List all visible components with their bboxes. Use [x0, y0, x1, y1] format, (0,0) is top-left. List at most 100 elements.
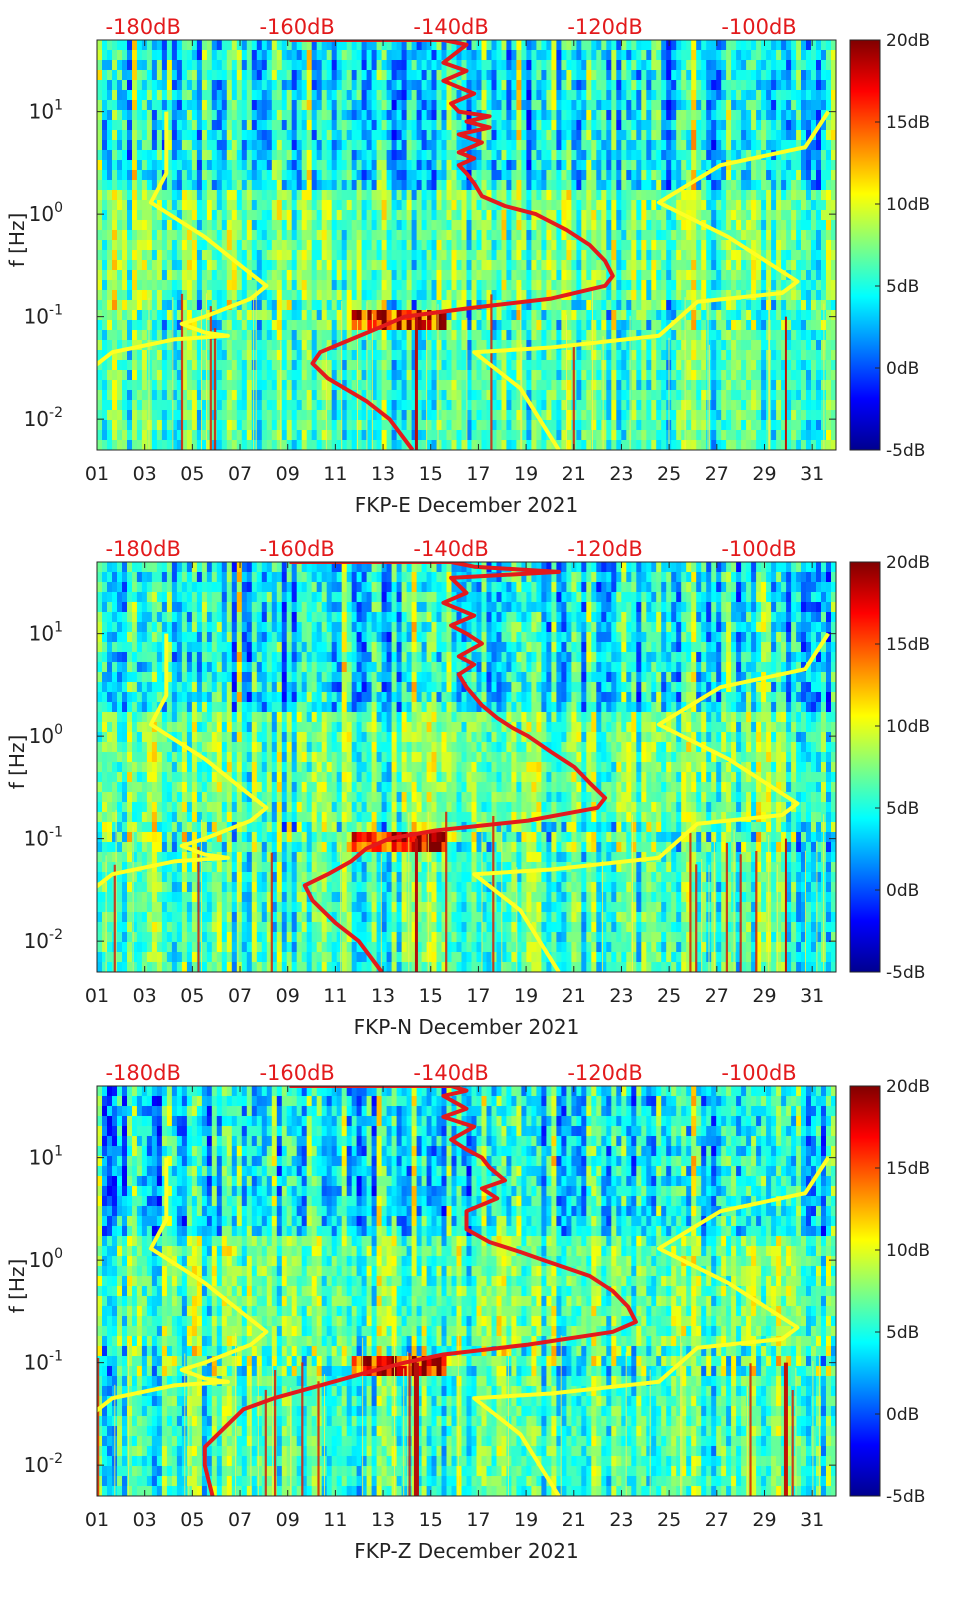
y-axis-label: f [Hz]	[5, 1259, 29, 1314]
x-tick-label: 07	[228, 985, 252, 1007]
x-tick-label: 25	[657, 1509, 681, 1531]
top-db-label: -180dB	[105, 15, 180, 39]
x-axis-label: FKP-N December 2021	[354, 1015, 580, 1039]
x-tick-label: 13	[371, 1509, 395, 1531]
y-tick-label: 10-1	[24, 1349, 63, 1375]
top-db-label: -180dB	[105, 1061, 180, 1085]
x-tick-label: 07	[228, 463, 252, 485]
colorbar-label: -5dB	[886, 963, 925, 983]
top-db-label: -160dB	[259, 15, 334, 39]
y-tick-label: 101	[29, 1144, 63, 1170]
x-tick-label: 11	[323, 463, 347, 485]
top-db-label: -140dB	[413, 537, 488, 561]
x-tick-label: 31	[800, 463, 824, 485]
top-db-label: -160dB	[259, 537, 334, 561]
colorbar-label: 5dB	[886, 799, 919, 819]
y-axis-label: f [Hz]	[5, 213, 29, 268]
y-tick-label: 100	[29, 200, 63, 226]
colorbar-label: 20dB	[886, 31, 930, 51]
x-tick-label: 03	[133, 463, 157, 485]
x-tick-label: 01	[85, 1509, 109, 1531]
x-tick-label: 27	[705, 463, 729, 485]
colorbar-label: 10dB	[886, 1241, 930, 1261]
colorbar-label: 15dB	[886, 1159, 930, 1179]
x-tick-label: 27	[705, 1509, 729, 1531]
x-tick-label: 09	[276, 985, 300, 1007]
top-db-label: -100dB	[721, 1061, 796, 1085]
colorbar-label: 15dB	[886, 635, 930, 655]
x-tick-label: 23	[609, 1509, 633, 1531]
top-db-label: -120dB	[567, 1061, 642, 1085]
top-db-label: -100dB	[721, 15, 796, 39]
x-tick-label: 19	[514, 985, 538, 1007]
x-tick-label: 17	[466, 1509, 490, 1531]
x-tick-label: 21	[562, 463, 586, 485]
y-tick-label: 100	[29, 722, 63, 748]
x-tick-label: 11	[323, 1509, 347, 1531]
top-db-label: -140dB	[413, 15, 488, 39]
y-tick-label: 10-2	[24, 1451, 63, 1477]
colorbar-label: 10dB	[886, 195, 930, 215]
x-tick-label: 09	[276, 1509, 300, 1531]
x-axis-label: FKP-Z December 2021	[354, 1539, 578, 1563]
colorbar-label: 5dB	[886, 277, 919, 297]
y-tick-label: 10-1	[24, 303, 63, 329]
x-tick-label: 13	[371, 985, 395, 1007]
x-tick-label: 17	[466, 985, 490, 1007]
x-tick-label: 31	[800, 985, 824, 1007]
top-db-label: -120dB	[567, 537, 642, 561]
x-tick-label: 21	[562, 985, 586, 1007]
y-tick-label: 101	[29, 98, 63, 124]
y-tick-label: 10-2	[24, 405, 63, 431]
x-tick-label: 19	[514, 1509, 538, 1531]
colorbar-label: 20dB	[886, 1077, 930, 1097]
spectrogram	[97, 562, 837, 973]
colorbar	[850, 562, 880, 972]
top-db-label: -180dB	[105, 537, 180, 561]
x-tick-label: 07	[228, 1509, 252, 1531]
x-tick-label: 29	[752, 985, 776, 1007]
spectrogram	[97, 40, 837, 451]
x-tick-label: 15	[419, 985, 443, 1007]
x-tick-label: 05	[180, 1509, 204, 1531]
top-db-label: -100dB	[721, 537, 796, 561]
x-tick-label: 13	[371, 463, 395, 485]
colorbar	[850, 40, 880, 450]
x-tick-label: 31	[800, 1509, 824, 1531]
x-tick-label: 25	[657, 463, 681, 485]
x-tick-label: 03	[133, 985, 157, 1007]
y-tick-label: 10-2	[24, 927, 63, 953]
x-tick-label: 01	[85, 463, 109, 485]
x-tick-label: 11	[323, 985, 347, 1007]
x-tick-label: 29	[752, 1509, 776, 1531]
colorbar	[850, 1086, 880, 1496]
top-db-label: -140dB	[413, 1061, 488, 1085]
y-axis-label: f [Hz]	[5, 735, 29, 790]
colorbar-label: -5dB	[886, 441, 925, 461]
x-tick-label: 17	[466, 463, 490, 485]
x-tick-label: 09	[276, 463, 300, 485]
x-tick-label: 27	[705, 985, 729, 1007]
colorbar-label: 20dB	[886, 553, 930, 573]
x-tick-label: 01	[85, 985, 109, 1007]
x-tick-label: 23	[609, 985, 633, 1007]
colorbar-label: 5dB	[886, 1323, 919, 1343]
colorbar-label: 0dB	[886, 881, 919, 901]
x-tick-label: 29	[752, 463, 776, 485]
y-tick-label: 101	[29, 620, 63, 646]
colorbar-label: 15dB	[886, 113, 930, 133]
x-axis-label: FKP-E December 2021	[355, 493, 578, 517]
colorbar-label: 10dB	[886, 717, 930, 737]
x-tick-label: 05	[180, 463, 204, 485]
x-tick-label: 19	[514, 463, 538, 485]
x-tick-label: 03	[133, 1509, 157, 1531]
top-db-label: -160dB	[259, 1061, 334, 1085]
colorbar-label: -5dB	[886, 1487, 925, 1507]
y-tick-label: 100	[29, 1246, 63, 1272]
x-tick-label: 23	[609, 463, 633, 485]
